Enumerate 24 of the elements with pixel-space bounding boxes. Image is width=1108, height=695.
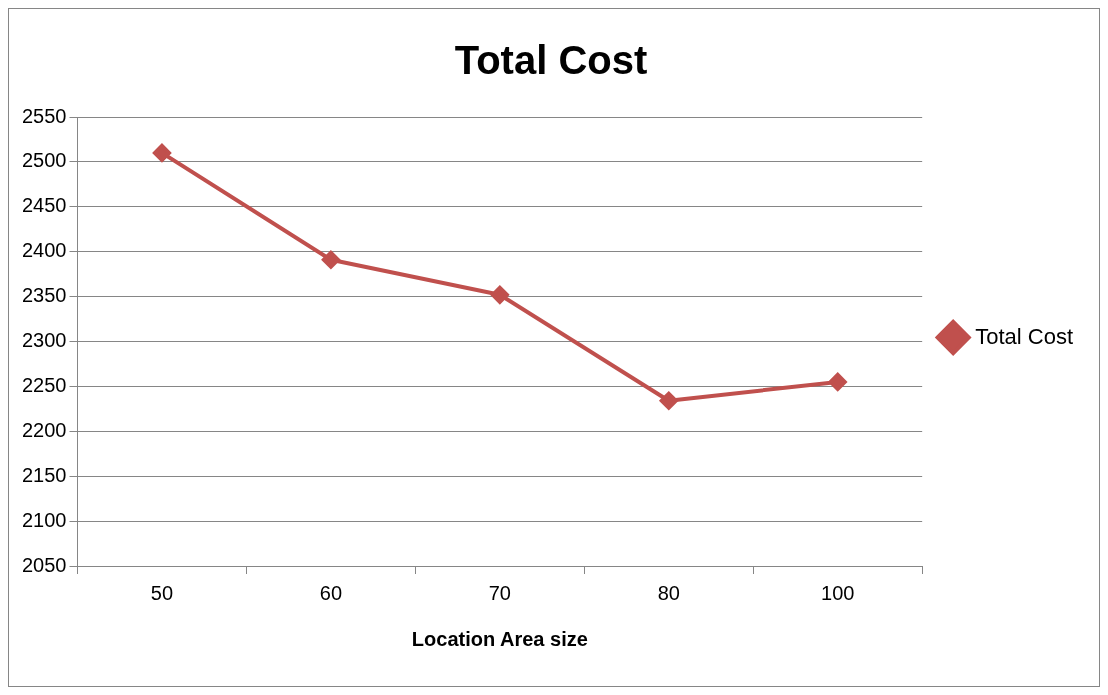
- y-tick-label: 2300: [21, 329, 67, 352]
- y-tick-label: 2550: [21, 104, 67, 127]
- chart-title: Total Cost: [454, 38, 648, 83]
- point: [659, 391, 678, 410]
- point: [828, 372, 847, 391]
- y-tick-label: 2050: [21, 553, 67, 576]
- point: [152, 143, 171, 162]
- x-tick-label: 60: [319, 581, 343, 604]
- y-tick-label: 2500: [21, 149, 67, 172]
- x-tick-label: 80: [657, 581, 680, 604]
- y-tick-label: 2350: [21, 284, 67, 307]
- x-tick-label: 70: [488, 581, 511, 604]
- y-tick-label: 2450: [21, 194, 67, 217]
- x-tick-label: 100: [821, 581, 855, 604]
- y-tick-label: 2400: [21, 239, 67, 262]
- x-axis-title: Location Area size: [411, 627, 588, 650]
- point: [321, 250, 340, 269]
- y-tick-label: 2250: [21, 373, 67, 396]
- y-tick-label: 2200: [21, 418, 67, 441]
- y-tick-label: 2150: [21, 463, 67, 486]
- y-tick-label: 2100: [21, 508, 67, 531]
- x-tick-label: 50: [150, 581, 174, 604]
- point: [490, 285, 509, 304]
- legend-label: Total Cost: [975, 323, 1074, 349]
